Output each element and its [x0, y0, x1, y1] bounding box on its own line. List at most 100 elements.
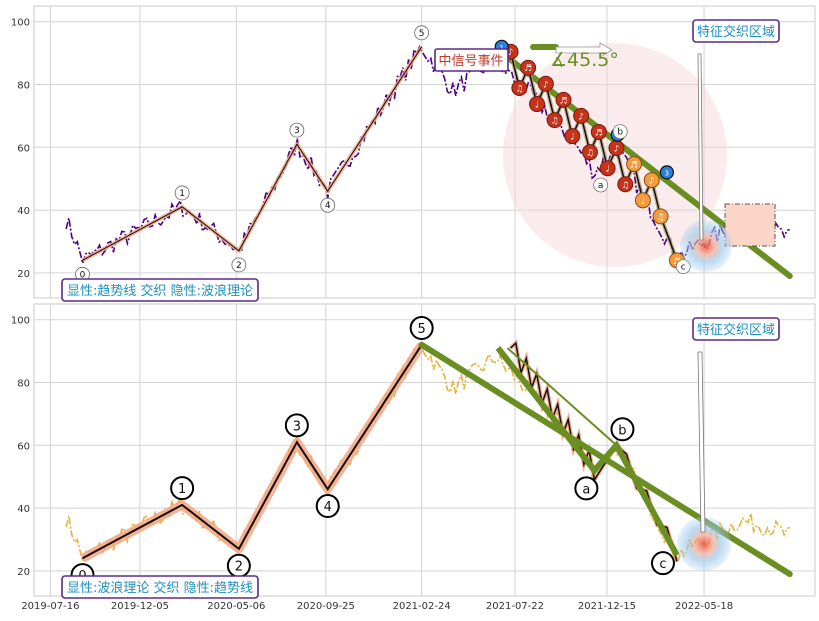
- wave-label-2: 2: [235, 560, 243, 575]
- signal-marker: [564, 128, 581, 145]
- signal-marker-glyph: ♬: [559, 96, 567, 106]
- signal-marker-glyph: ♩: [605, 165, 609, 175]
- wave-label-circle: [231, 257, 247, 273]
- signal-marker-glyph: ♪: [614, 144, 620, 154]
- top-angle-label: ∡45.5°: [550, 49, 619, 71]
- signal-marker-glyph: ♩: [535, 101, 539, 111]
- top-y-tick-labels: 20 40 60 80 100: [11, 18, 30, 280]
- signal-marker-glyph: ♪: [578, 112, 584, 122]
- wave-label-4: 4: [324, 500, 332, 515]
- top-angle-arrow: [555, 42, 613, 58]
- wave-label-circle: [289, 122, 305, 138]
- top-signal-markers: ♪♫♬♩♪♫♬♩♪♫♬♩♪♫♬♩♪♫♬123abc: [494, 39, 691, 275]
- correction-label-circle: [574, 476, 599, 501]
- signal-marker-glyph: ♬: [673, 257, 681, 267]
- top-feature-spot: [680, 220, 732, 272]
- correction-label-c: c: [681, 263, 686, 273]
- wave-label-3: 3: [294, 126, 300, 136]
- wave-label-circle: [320, 197, 336, 213]
- x-tick-label: 2019-07-16: [21, 601, 79, 612]
- wave-label-circle: [409, 316, 434, 341]
- x-tick-label: 2022-05-18: [675, 601, 733, 612]
- wave-label-circle: [315, 494, 340, 519]
- abc-thin-line: [506, 347, 618, 447]
- signal-marker: [581, 144, 598, 161]
- correction-label-circle: [612, 124, 628, 139]
- wave-line: [82, 46, 423, 261]
- top-feature-box-label: [692, 19, 780, 43]
- top-wave-labels: 0 1 2 3 4 5: [75, 25, 430, 282]
- signal-marker: [643, 172, 660, 189]
- y-tick-label: 20: [17, 567, 30, 578]
- wave-label-5: 5: [419, 29, 425, 39]
- signal-marker: [617, 176, 634, 193]
- signal-marker: [599, 160, 616, 177]
- signal-marker-glyph: ♫: [515, 84, 523, 94]
- signal-marker: [626, 156, 643, 173]
- wave-line: [82, 344, 423, 560]
- top-caption: 显性:趋势线 交织 隐性:波浪理论: [67, 283, 253, 299]
- bottom-caption: 显性:波浪理论 交织 隐性:趋势线: [67, 580, 253, 596]
- signal-marker: [546, 112, 563, 129]
- signal-marker-glyph: ♪: [649, 177, 655, 187]
- correction-label-circle: [650, 551, 675, 576]
- y-tick-label: 40: [17, 206, 30, 217]
- bottom-feature-box-label: [692, 317, 780, 341]
- bottom-feature-arrow: [697, 351, 706, 533]
- signal-marker-glyph: ♪: [543, 80, 549, 90]
- signal-marker: [634, 192, 651, 209]
- top-event-label: 中信号事件: [438, 54, 503, 69]
- top-event-box: [434, 48, 509, 72]
- bottom-caption-box: [61, 575, 259, 599]
- correction-label-a: a: [598, 181, 604, 191]
- wave-label-circle: [170, 476, 195, 501]
- top-feature-label: 特征交织区域: [697, 24, 775, 40]
- signal-marker-glyph: ♫: [586, 149, 594, 159]
- correction-label-b: b: [617, 128, 623, 138]
- bottom-panel: 20 40 60 80 100 2019-07-16 2019-12-05 2020-05-…: [11, 303, 816, 612]
- signal-marker-glyph: ♩: [641, 197, 645, 207]
- wave-label-5: 5: [418, 322, 426, 337]
- correction-label-circle: [593, 177, 609, 193]
- x-tick-label: 2020-05-06: [207, 601, 265, 612]
- wave-label-0: 0: [80, 270, 86, 280]
- wave-label-1: 1: [178, 482, 186, 497]
- y-tick-label: 60: [17, 143, 30, 154]
- y-tick-label: 20: [17, 269, 30, 280]
- wave-label-2: 2: [236, 261, 242, 271]
- signal-marker-glyph: ♫: [621, 181, 629, 191]
- correction-label-a: a: [582, 482, 590, 497]
- bottom-feature-label: 特征交织区域: [697, 322, 775, 338]
- y-tick-label: 100: [11, 18, 30, 29]
- signal-marker: [529, 96, 546, 113]
- y-tick-label: 80: [17, 378, 30, 389]
- signal-marker-glyph: ♬: [524, 64, 532, 74]
- bottom-x-tick-labels: 2019-07-16 2019-12-05 2020-05-06 2020-09-25…: [21, 601, 733, 612]
- x-tick-label: 2021-02-24: [393, 601, 451, 612]
- top-wave-path: [81, 45, 424, 263]
- signal-marker: [652, 208, 669, 225]
- signal-marker: [537, 75, 554, 92]
- blue-marker-number: 1: [499, 44, 503, 52]
- wave-label-circle: [414, 25, 430, 41]
- top-caption-box: [61, 278, 259, 302]
- wave-label-circle: [174, 185, 190, 201]
- wave-label-1: 1: [179, 189, 185, 199]
- top-feature-arrow: [697, 53, 704, 241]
- signal-marker-glyph: ♪: [508, 48, 514, 58]
- correction-label-c: c: [659, 557, 666, 572]
- signal-marker-glyph: ♬: [595, 128, 603, 138]
- signal-marker: [511, 79, 528, 96]
- x-tick-label: 2020-09-25: [297, 601, 355, 612]
- x-tick-label: 2019-12-05: [111, 601, 169, 612]
- signal-marker: [590, 123, 607, 140]
- y-tick-label: 80: [17, 80, 30, 91]
- signal-marker: [555, 91, 572, 108]
- correction-label-b: b: [618, 423, 626, 438]
- bottom-wave-labels: 012345abc: [70, 316, 675, 588]
- blue-marker-number: 3: [665, 169, 669, 177]
- signal-marker: [520, 59, 537, 76]
